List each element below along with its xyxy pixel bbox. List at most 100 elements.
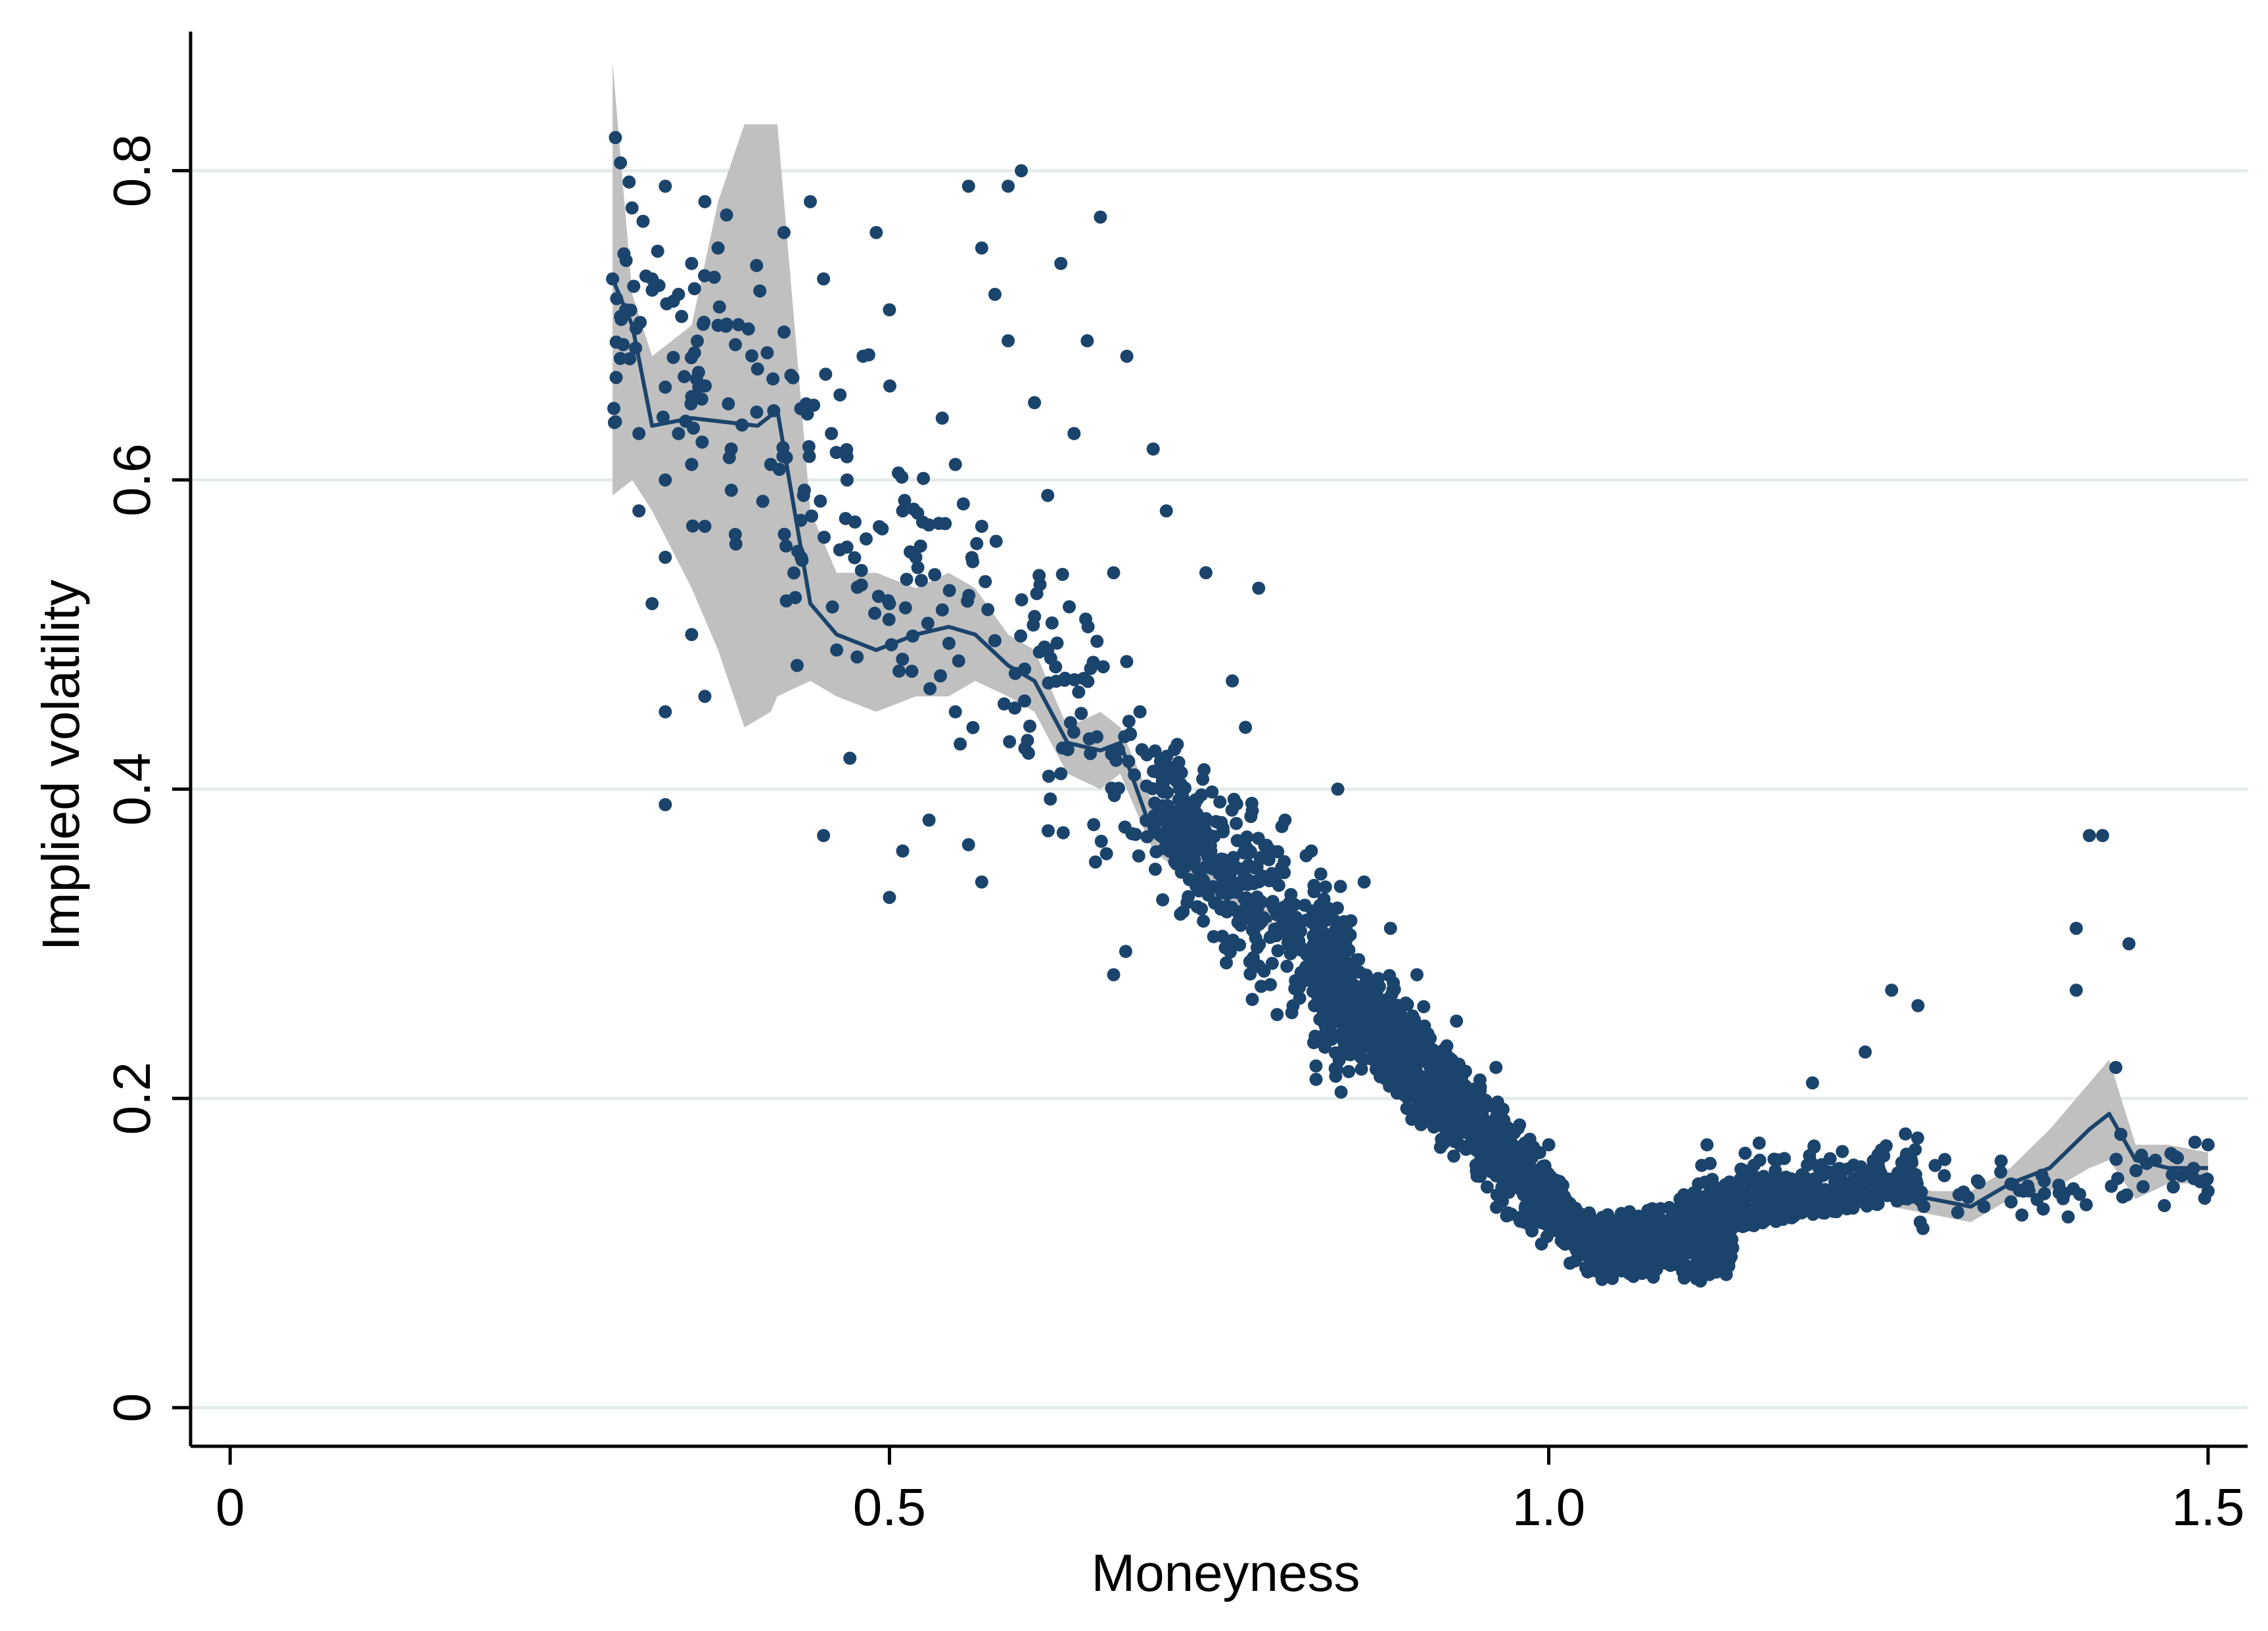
scatter-point-1939 [1341,943,1355,957]
scatter-point-110 [1049,660,1063,674]
scatter-point-2279 [1342,1013,1356,1027]
scatter-point-495 [1265,957,1279,970]
scatter-point-2952 [1703,1156,1717,1170]
scatter-point-2460 [1329,1046,1342,1060]
scatter-point-3179 [1646,1235,1659,1248]
scatter-point-78 [750,258,764,272]
scatter-point-266 [825,427,839,440]
scatter-point-3346 [1885,983,1899,997]
scatter-point-282 [1124,727,1137,741]
scatter-point-36 [819,367,833,381]
scatter-point-3350 [2016,1184,2030,1198]
scatter-point-3188 [1719,1200,1732,1214]
scatter-point-1913 [1447,1149,1461,1163]
scatter-point-1683 [1569,1254,1583,1267]
scatter-point-3194 [1661,1227,1675,1241]
scatter-point-3168 [1786,1190,1799,1204]
scatter-point-2271 [1540,1217,1553,1231]
scatter-point-3159 [1844,1191,1858,1204]
scatter-point-173 [1075,707,1088,721]
scatter-point-155 [942,636,956,650]
scatter-point-2468 [1454,1114,1468,1127]
scatter-point-124 [1042,769,1055,783]
confidence-bands [613,62,2208,1222]
scatter-point-696 [1170,738,1184,751]
scatter-point-3320 [1107,968,1121,981]
scatter-point-177 [966,721,980,734]
scatter-point-31 [627,279,641,293]
scatter-point-3312 [1041,488,1055,502]
scatter-point-2082 [1331,944,1345,957]
scatter-point-2406 [1343,928,1357,942]
scatter-point-3335 [1410,968,1423,981]
scatter-point-2344 [1434,1066,1448,1080]
scatter-point-3096 [1785,1211,1799,1225]
scatter-point-2430 [1305,960,1318,974]
scatter-point-255 [800,407,814,421]
scatter-point-740 [1202,828,1216,842]
scatter-point-3307 [988,287,1002,301]
scatter-point-92 [1063,600,1076,613]
scatter-point-108 [914,539,927,553]
scatter-point-190 [871,590,885,603]
scatter-point-1457 [1307,1036,1320,1049]
scatter-point-257 [1112,782,1125,795]
scatter-point-199 [1045,616,1059,630]
scatter-point-571 [1333,880,1347,893]
scatter-point-3049 [1901,1164,1914,1177]
scatter-point-1892 [1390,1086,1404,1100]
scatter-point-90 [1099,847,1113,861]
scatter-point-3045 [1767,1152,1781,1166]
scatter-point-3291 [856,349,870,363]
scatter-point-296 [854,563,868,577]
scatter-point-131 [1015,593,1029,607]
scatter-point-61 [917,471,930,485]
scatter-point-205 [1118,820,1132,834]
scatter-point-3265 [645,597,659,611]
scatter-point-3359 [2201,1138,2215,1152]
scatter-point-184 [802,440,816,454]
scatter-point-419 [1342,1065,1356,1078]
scatter-point-93 [818,531,831,544]
scatter-point-3301 [948,458,962,471]
scatter-point-611 [1280,959,1294,973]
scatter-point-258 [962,588,976,602]
scatter-point-3119 [1598,1235,1611,1248]
scatter-point-2246 [1352,953,1366,966]
scatter-point-267 [1105,747,1119,761]
scatter-point-3317 [1080,334,1094,348]
scatter-point-216 [892,664,906,678]
scatter-point-2324 [1718,1245,1732,1258]
scatter-point-197 [989,534,1003,548]
scatter-point-219 [850,650,864,664]
scatter-point-2405 [1422,1105,1436,1119]
scatter-point-43 [1050,636,1064,650]
scatter-point-2327 [1690,1272,1703,1285]
scatter-point-164 [961,838,975,851]
scatter-point-712 [1251,893,1265,907]
scatter-point-773 [1252,960,1266,974]
scatter-point-3340 [1608,1262,1621,1275]
scatter-point-3229 [2004,1195,2018,1209]
scatter-point-2435 [1565,1225,1579,1239]
scatter-point-3328 [1239,721,1253,734]
scatter-point-2466 [1362,1036,1376,1050]
scatter-point-169 [981,603,995,617]
scatter-point-28 [911,561,925,575]
y-tick-label-2: 0.4 [103,753,161,826]
scatter-point-274 [745,349,758,363]
tick-labels: 0 0.5 1.0 1.5 0 0.2 0.4 0.6 0.8 [103,134,2244,1536]
scatter-point-3239 [1956,1185,1970,1199]
scatter-point-3144 [1768,1204,1782,1218]
scatter-point-3189 [1874,1166,1887,1180]
scatter-point-22 [695,435,709,449]
scatter-point-41 [970,536,984,550]
y-axis-title: Implied volatility [32,580,90,951]
scatter-point-65 [802,450,816,463]
scatter-point-3319 [1107,566,1121,580]
scatter-point-119 [1044,792,1057,806]
scatter-point-240 [1033,578,1047,592]
scatter-point-2473 [1387,1040,1401,1054]
scatter-point-2446 [1453,1126,1467,1140]
